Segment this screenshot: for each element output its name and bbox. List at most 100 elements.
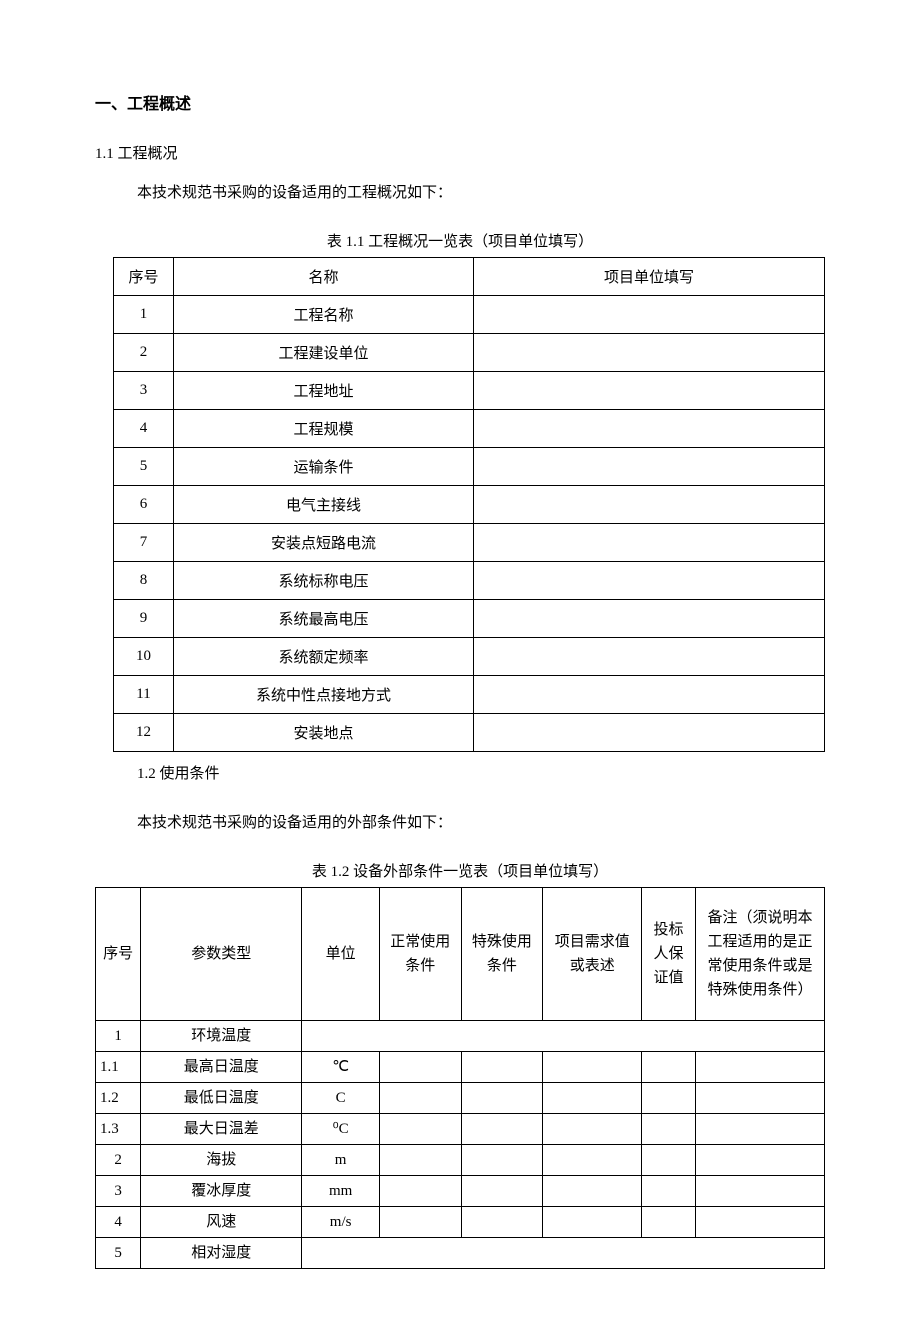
table-row: 3 覆冰厚度 mm: [96, 1176, 825, 1207]
header-unit: 单位: [302, 888, 379, 1021]
cell-note: [695, 1207, 824, 1238]
cell-seq: 3: [96, 1176, 141, 1207]
table-row: 4 工程规模: [114, 410, 825, 448]
project-overview-table: 序号 名称 项目单位填写 1 工程名称 2 工程建设单位 3 工程地址 4 工程…: [113, 257, 825, 752]
external-conditions-table: 序号 参数类型 单位 正常使用条件 特殊使用条件 项目需求值或表述 投标人保证值…: [95, 887, 825, 1269]
cell-name: 运输条件: [174, 448, 474, 486]
cell-bid: [642, 1083, 696, 1114]
cell-param: 最高日温度: [141, 1052, 302, 1083]
cell-fill: [474, 410, 825, 448]
cell-unit: m: [302, 1145, 379, 1176]
cell-param: 海拔: [141, 1145, 302, 1176]
cell-unit: ℃: [302, 1052, 379, 1083]
cell-fill: [474, 524, 825, 562]
cell-demand: [543, 1114, 642, 1145]
cell-seq: 1.3: [96, 1114, 141, 1145]
cell-seq: 1: [96, 1021, 141, 1052]
cell-name: 安装地点: [174, 714, 474, 752]
cell-note: [695, 1176, 824, 1207]
cell-unit: C: [302, 1083, 379, 1114]
cell-fill: [474, 638, 825, 676]
cell-special: [461, 1052, 543, 1083]
table-row: 5 相对湿度: [96, 1238, 825, 1269]
header-normal: 正常使用条件: [379, 888, 461, 1021]
table-row: 8 系统标称电压: [114, 562, 825, 600]
table-row: 12 安装地点: [114, 714, 825, 752]
table-row: 1.3 最大日温差 ⁰C: [96, 1114, 825, 1145]
cell-seq: 5: [114, 448, 174, 486]
cell-normal: [379, 1145, 461, 1176]
cell-param: 风速: [141, 1207, 302, 1238]
cell-seq: 4: [96, 1207, 141, 1238]
cell-fill: [474, 562, 825, 600]
table-header-row: 序号 名称 项目单位填写: [114, 258, 825, 296]
cell-unit: ⁰C: [302, 1114, 379, 1145]
cell-name: 系统标称电压: [174, 562, 474, 600]
cell-seq: 1: [114, 296, 174, 334]
cell-normal: [379, 1052, 461, 1083]
cell-normal: [379, 1176, 461, 1207]
header-seq: 序号: [114, 258, 174, 296]
table-row: 4 风速 m/s: [96, 1207, 825, 1238]
cell-fill: [474, 448, 825, 486]
cell-name: 系统最高电压: [174, 600, 474, 638]
cell-note: [695, 1083, 824, 1114]
cell-seq: 2: [96, 1145, 141, 1176]
cell-bid: [642, 1114, 696, 1145]
cell-name: 电气主接线: [174, 486, 474, 524]
table-row: 1.2 最低日温度 C: [96, 1083, 825, 1114]
cell-fill: [474, 372, 825, 410]
cell-normal: [379, 1207, 461, 1238]
intro-text-12: 本技术规范书采购的设备适用的外部条件如下：: [137, 811, 825, 832]
cell-fill: [474, 676, 825, 714]
cell-seq: 9: [114, 600, 174, 638]
cell-seq: 5: [96, 1238, 141, 1269]
cell-merged: [302, 1021, 825, 1052]
table-row: 5 运输条件: [114, 448, 825, 486]
cell-seq: 10: [114, 638, 174, 676]
cell-param: 相对湿度: [141, 1238, 302, 1269]
cell-name: 系统额定频率: [174, 638, 474, 676]
table-row: 6 电气主接线: [114, 486, 825, 524]
header-demand: 项目需求值或表述: [543, 888, 642, 1021]
cell-unit: m/s: [302, 1207, 379, 1238]
cell-fill: [474, 600, 825, 638]
cell-name: 安装点短路电流: [174, 524, 474, 562]
cell-name: 工程建设单位: [174, 334, 474, 372]
cell-special: [461, 1145, 543, 1176]
header-name: 名称: [174, 258, 474, 296]
cell-seq: 11: [114, 676, 174, 714]
table-row: 9 系统最高电压: [114, 600, 825, 638]
subsection-11: 1.1 工程概况: [95, 142, 825, 163]
cell-bid: [642, 1145, 696, 1176]
cell-name: 系统中性点接地方式: [174, 676, 474, 714]
cell-param: 环境温度: [141, 1021, 302, 1052]
header-bid: 投标人保证值: [642, 888, 696, 1021]
cell-demand: [543, 1176, 642, 1207]
table-caption-12: 表 1.2 设备外部条件一览表（项目单位填写）: [95, 860, 825, 881]
table-row: 10 系统额定频率: [114, 638, 825, 676]
cell-normal: [379, 1083, 461, 1114]
intro-text-11: 本技术规范书采购的设备适用的工程概况如下：: [137, 181, 825, 202]
cell-demand: [543, 1207, 642, 1238]
cell-param: 覆冰厚度: [141, 1176, 302, 1207]
table-row: 7 安装点短路电流: [114, 524, 825, 562]
table-header-row: 序号 参数类型 单位 正常使用条件 特殊使用条件 项目需求值或表述 投标人保证值…: [96, 888, 825, 1021]
table-row: 1 工程名称: [114, 296, 825, 334]
cell-name: 工程规模: [174, 410, 474, 448]
cell-note: [695, 1145, 824, 1176]
cell-param: 最低日温度: [141, 1083, 302, 1114]
table-caption-11: 表 1.1 工程概况一览表（项目单位填写）: [95, 230, 825, 251]
cell-demand: [543, 1052, 642, 1083]
cell-fill: [474, 296, 825, 334]
cell-merged: [302, 1238, 825, 1269]
cell-fill: [474, 714, 825, 752]
table-row: 2 工程建设单位: [114, 334, 825, 372]
header-param: 参数类型: [141, 888, 302, 1021]
cell-seq: 2: [114, 334, 174, 372]
table-row: 1 环境温度: [96, 1021, 825, 1052]
cell-demand: [543, 1145, 642, 1176]
cell-seq: 6: [114, 486, 174, 524]
cell-seq: 3: [114, 372, 174, 410]
cell-seq: 1.1: [96, 1052, 141, 1083]
